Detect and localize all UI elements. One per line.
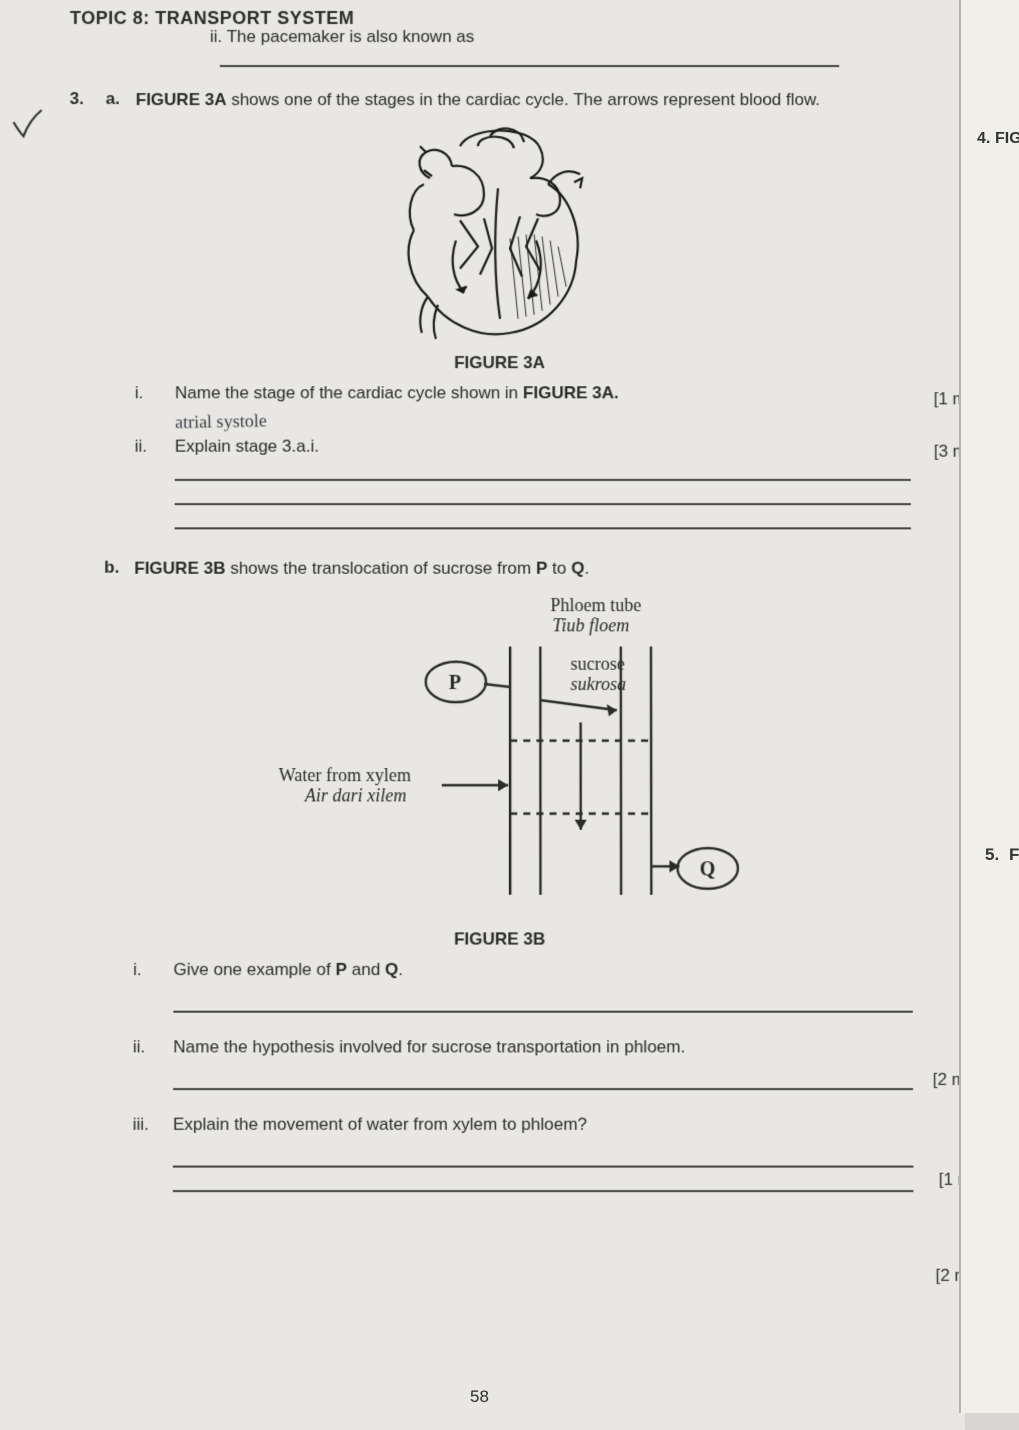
answer-line-pacemaker (220, 65, 839, 67)
q4-number: 4. (977, 130, 990, 148)
heart-svg (359, 118, 640, 349)
q3b-mid: shows the translocation of sucrose from (225, 559, 536, 578)
q3a-ii: ii. Explain stage 3.a.i. (135, 437, 931, 457)
page-number: 58 (0, 1387, 959, 1407)
topic-header: TOPIC 8: TRANSPORT SYSTEM (70, 8, 929, 29)
facing-page: 4. FIGU 5. F (959, 0, 1019, 1413)
q3a-ii-text: Explain stage 3.a.i. (175, 437, 931, 457)
worksheet-page: TOPIC 8: TRANSPORT SYSTEM ii. The pacema… (0, 0, 965, 1430)
q3a-letter: a. (106, 89, 136, 109)
bi-pre: Give one example of (173, 960, 335, 979)
q3b-i: i. Give one example of P and Q. (133, 960, 933, 980)
answer-line (175, 479, 911, 481)
q3b-iii-text: Explain the movement of water from xylem… (173, 1114, 933, 1134)
p-ref: P (536, 559, 547, 578)
svg-text:Q: Q (699, 858, 715, 880)
answer-line (173, 1190, 914, 1192)
f-fragment: F (1009, 845, 1019, 865)
q3a-i-text-pre: Name the stage of the cardiac cycle show… (175, 383, 523, 402)
q3b-i-text: Give one example of P and Q. (173, 960, 932, 980)
q3b-iii-label: iii. (133, 1114, 173, 1134)
q3a-text-rest: shows one of the stages in the cardiac c… (226, 90, 820, 109)
water-xylem-ms-label: Air dari xilem (303, 785, 406, 805)
bi-P: P (335, 960, 346, 979)
answer-line (175, 503, 911, 505)
fig3a-ref: FIGURE 3A (136, 90, 227, 109)
answer-line (173, 1011, 912, 1013)
q3b-to: to (547, 559, 571, 578)
question-3a: 3. a. FIGURE 3A shows one of the stages … (70, 89, 930, 112)
answer-line (173, 1088, 913, 1090)
bi-and: and (347, 960, 385, 979)
figure-3a-caption: FIGURE 3A (69, 353, 931, 373)
q-ref: Q (571, 559, 584, 578)
q3b-ii-label: ii. (133, 1037, 173, 1057)
q3-number: 3. (70, 89, 106, 109)
figure-3b-phloem-diagram: Phloem tube Tiub floem sucrose sukrosa W… (67, 591, 933, 950)
q5-number: 5. (985, 845, 999, 865)
bi-end: . (398, 960, 403, 979)
water-xylem-en-label: Water from xylem (278, 765, 410, 785)
q3a-text: FIGURE 3A shows one of the stages in the… (136, 89, 930, 112)
q3b-i-label: i. (133, 960, 173, 980)
ii-label: ii. (210, 27, 222, 46)
figure-3a-heart-diagram: FIGURE 3A (69, 118, 931, 373)
answer-line (175, 527, 911, 529)
ii-text: The pacemaker is also known as (227, 27, 475, 46)
q3b-letter: b. (104, 558, 134, 578)
q3a-i-label: i. (135, 383, 175, 403)
sucrose-en-label: sucrose (570, 653, 624, 673)
fig3b-ref: FIGURE 3B (134, 559, 225, 578)
bi-Q: Q (385, 960, 398, 979)
phloem-tube-ms-label: Tiub floem (552, 615, 629, 635)
pacemaker-question: ii. The pacemaker is also known as (210, 27, 929, 47)
tick-mark-icon (9, 108, 43, 142)
svg-text:P: P (448, 672, 460, 694)
q3b-iii: iii. Explain the movement of water from … (133, 1114, 934, 1134)
q3a-i-fig-ref: FIGURE 3A. (523, 383, 619, 402)
q3b-end: . (584, 559, 589, 578)
answer-line (173, 1165, 913, 1167)
phloem-tube-en-label: Phloem tube (550, 595, 641, 615)
q3b-ii-text: Name the hypothesis involved for sucrose… (173, 1037, 933, 1057)
q3a-ii-label: ii. (135, 437, 175, 457)
figu-fragment: FIGU (995, 130, 1019, 148)
q3b-ii: ii. Name the hypothesis involved for suc… (133, 1037, 933, 1057)
sucrose-ms-label: sukrosa (570, 674, 626, 694)
question-3b: b. FIGURE 3B shows the translocation of … (68, 558, 931, 581)
figure-3b-caption: FIGURE 3B (67, 929, 933, 949)
q3b-text: FIGURE 3B shows the translocation of suc… (134, 558, 931, 581)
handwritten-answer: atrial systole (175, 399, 931, 433)
phloem-svg: Phloem tube Tiub floem sucrose sukrosa W… (217, 591, 782, 925)
